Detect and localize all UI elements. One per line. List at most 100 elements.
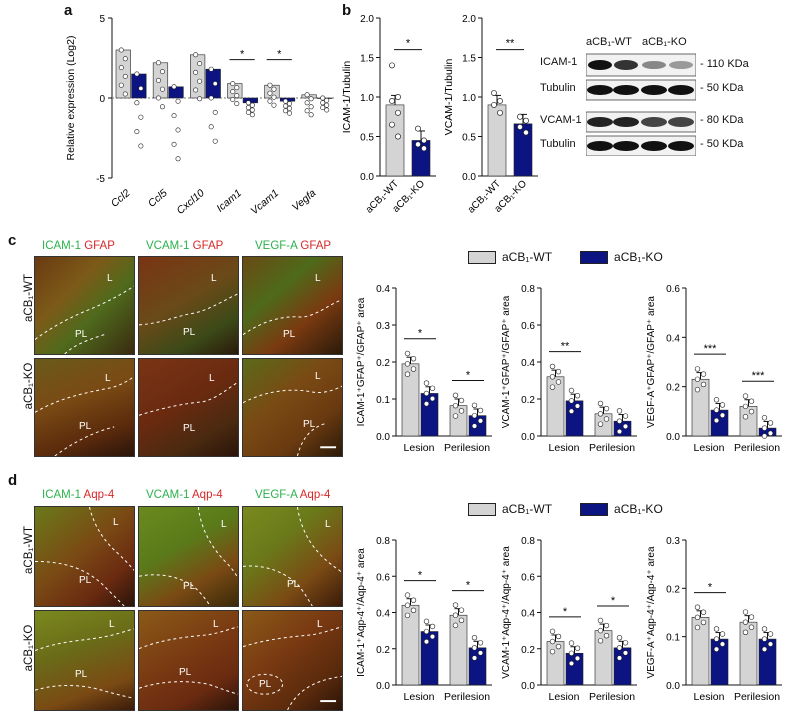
sig-label: * bbox=[277, 49, 282, 61]
micro-title: VEGF-A Aqp-4 bbox=[255, 489, 331, 501]
data-point bbox=[452, 602, 459, 608]
data-point bbox=[159, 86, 165, 92]
sig-label: * bbox=[406, 38, 411, 50]
legend-label-wt: aCB₁-WT bbox=[502, 502, 553, 516]
sig-label: * bbox=[240, 49, 245, 61]
region-label-l: L bbox=[325, 519, 331, 530]
data-point bbox=[700, 371, 707, 377]
data-point bbox=[245, 100, 251, 106]
data-point bbox=[171, 84, 177, 90]
data-point bbox=[283, 108, 289, 114]
y-tick-label: 2.0 bbox=[360, 14, 374, 25]
data-point bbox=[304, 92, 310, 98]
data-point bbox=[694, 624, 701, 631]
data-point bbox=[452, 402, 459, 409]
y-tick-label: 0.0 bbox=[462, 172, 476, 183]
data-point bbox=[694, 604, 701, 610]
sig-label: * bbox=[466, 580, 471, 592]
data-point bbox=[568, 398, 575, 404]
y-axis-label: VCAM-1/Tubulin bbox=[443, 59, 455, 136]
bar bbox=[594, 413, 613, 437]
data-point bbox=[742, 393, 749, 399]
x-tick-label: Ccl5 bbox=[146, 187, 170, 210]
blot-row-label: Tubulin bbox=[540, 82, 576, 94]
y-tick-label: 0.6 bbox=[376, 572, 390, 583]
micrograph: L PL bbox=[242, 506, 343, 607]
data-point bbox=[767, 641, 774, 647]
data-point bbox=[271, 94, 277, 100]
legend-d: aCB₁-WT aCB₁-KO bbox=[468, 502, 663, 516]
x-tick-label: Lesion bbox=[694, 442, 725, 454]
x-tick-label: Perilesion bbox=[734, 691, 780, 703]
data-point bbox=[452, 392, 459, 399]
data-point bbox=[574, 392, 581, 399]
bar bbox=[449, 405, 468, 437]
bar bbox=[513, 123, 533, 177]
data-point bbox=[423, 390, 430, 397]
y-tick-label: 0.6 bbox=[521, 572, 535, 583]
blot-bands bbox=[586, 53, 696, 156]
data-point bbox=[429, 633, 436, 640]
data-point bbox=[324, 97, 330, 103]
data-point bbox=[320, 100, 326, 106]
y-tick-label: 0.8 bbox=[521, 284, 535, 295]
data-point bbox=[212, 81, 218, 87]
data-point bbox=[713, 646, 720, 652]
x-tick-label: Lesion bbox=[549, 691, 580, 703]
x-tick-label: Icam1 bbox=[214, 187, 244, 215]
legend-label-ko: aCB₁-KO bbox=[614, 502, 663, 516]
y-tick-label: 0.3 bbox=[376, 321, 390, 332]
x-tick-label: Lesion bbox=[694, 691, 725, 703]
y-tick-label: 0 bbox=[99, 94, 105, 105]
region-label-l: L bbox=[317, 619, 323, 630]
y-tick-label: 0.6 bbox=[521, 321, 535, 332]
data-point bbox=[423, 628, 430, 635]
data-point bbox=[175, 156, 181, 162]
data-point bbox=[155, 60, 161, 66]
data-point bbox=[138, 143, 144, 149]
y-tick-label: 0.1 bbox=[376, 395, 390, 406]
micrograph: L PL bbox=[138, 610, 239, 711]
data-point bbox=[421, 137, 427, 144]
data-point bbox=[616, 418, 623, 424]
y-tick-label: 0.0 bbox=[521, 432, 535, 443]
vegf-gfap-chart: 0.0 0.2 0.4 0.6 VEGF-A⁺GFAP⁺/GFAP⁺ area Lesio… bbox=[646, 284, 782, 454]
data-point bbox=[471, 645, 478, 651]
x-tick-label: Lesion bbox=[549, 442, 580, 454]
icam-aqp4-chart: 0.0 0.2 0.4 0.6 0.8 ICAM-1⁺Aqp-4⁺/Aqp-4⁺ area… bbox=[356, 536, 492, 703]
x-tick-label: Ccl2 bbox=[109, 187, 133, 210]
bar bbox=[710, 638, 729, 686]
y-tick-label: 0.5 bbox=[462, 133, 476, 144]
y-tick-label: 0.0 bbox=[376, 432, 390, 443]
data-point bbox=[249, 107, 255, 113]
y-tick-label: 0.1 bbox=[666, 633, 680, 644]
data-point bbox=[267, 98, 273, 104]
data-point bbox=[458, 617, 465, 623]
data-point bbox=[471, 655, 478, 661]
data-point bbox=[574, 645, 581, 651]
sig-label: * bbox=[418, 570, 423, 582]
data-point bbox=[555, 368, 562, 375]
data-point bbox=[694, 386, 701, 393]
bar bbox=[401, 604, 420, 686]
data-point bbox=[748, 398, 755, 404]
data-point bbox=[452, 622, 459, 629]
data-point bbox=[748, 408, 755, 415]
y-tick-label: 0.4 bbox=[666, 333, 680, 344]
data-point bbox=[452, 413, 459, 419]
sig-label: ** bbox=[506, 38, 515, 50]
data-point bbox=[622, 650, 629, 656]
bar bbox=[420, 631, 439, 686]
data-point bbox=[452, 612, 459, 618]
data-point bbox=[694, 376, 701, 382]
y-tick-label: 0.2 bbox=[666, 383, 680, 394]
data-point bbox=[404, 592, 411, 598]
data-point bbox=[404, 350, 411, 357]
bar bbox=[546, 641, 565, 686]
sig-label: *** bbox=[704, 343, 718, 355]
blot-kda: - 50 KDa bbox=[700, 82, 744, 94]
data-point bbox=[118, 65, 124, 71]
data-point bbox=[471, 423, 478, 429]
bar bbox=[411, 140, 431, 177]
x-tick-label: Perilesion bbox=[589, 691, 635, 703]
